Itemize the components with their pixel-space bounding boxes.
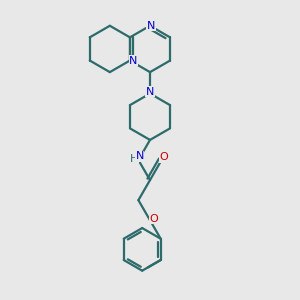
Text: N: N	[146, 87, 154, 97]
Text: N: N	[147, 21, 155, 31]
Text: O: O	[150, 214, 158, 224]
Text: O: O	[159, 152, 168, 162]
Text: H: H	[130, 154, 138, 164]
Text: N: N	[135, 152, 144, 161]
Text: N: N	[129, 56, 138, 65]
